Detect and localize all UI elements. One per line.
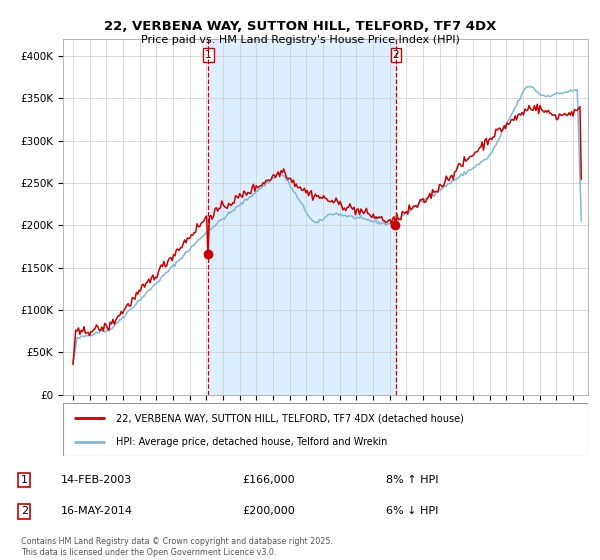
- Text: 16-MAY-2014: 16-MAY-2014: [61, 506, 133, 516]
- Text: £200,000: £200,000: [242, 506, 295, 516]
- Bar: [208, 39, 396, 395]
- Text: Contains HM Land Registry data © Crown copyright and database right 2025.
This d: Contains HM Land Registry data © Crown c…: [20, 537, 332, 557]
- Text: 6% ↓ HPI: 6% ↓ HPI: [386, 506, 439, 516]
- Text: 22, VERBENA WAY, SUTTON HILL, TELFORD, TF7 4DX (detached house): 22, VERBENA WAY, SUTTON HILL, TELFORD, T…: [115, 413, 463, 423]
- Text: £166,000: £166,000: [242, 475, 295, 485]
- Text: 2: 2: [392, 50, 399, 60]
- Text: Price paid vs. HM Land Registry's House Price Index (HPI): Price paid vs. HM Land Registry's House …: [140, 35, 460, 45]
- Text: HPI: Average price, detached house, Telford and Wrekin: HPI: Average price, detached house, Telf…: [115, 436, 387, 446]
- Text: 1: 1: [205, 50, 212, 60]
- Text: 1: 1: [20, 475, 28, 485]
- Text: 2: 2: [20, 506, 28, 516]
- Text: 14-FEB-2003: 14-FEB-2003: [61, 475, 132, 485]
- Text: 8% ↑ HPI: 8% ↑ HPI: [386, 475, 439, 485]
- Text: 22, VERBENA WAY, SUTTON HILL, TELFORD, TF7 4DX: 22, VERBENA WAY, SUTTON HILL, TELFORD, T…: [104, 20, 496, 32]
- FancyBboxPatch shape: [63, 403, 588, 456]
